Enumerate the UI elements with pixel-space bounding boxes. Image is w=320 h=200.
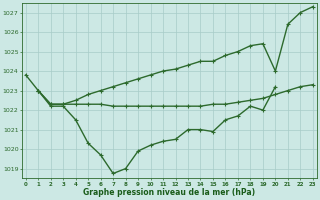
X-axis label: Graphe pression niveau de la mer (hPa): Graphe pression niveau de la mer (hPa) xyxy=(83,188,255,197)
